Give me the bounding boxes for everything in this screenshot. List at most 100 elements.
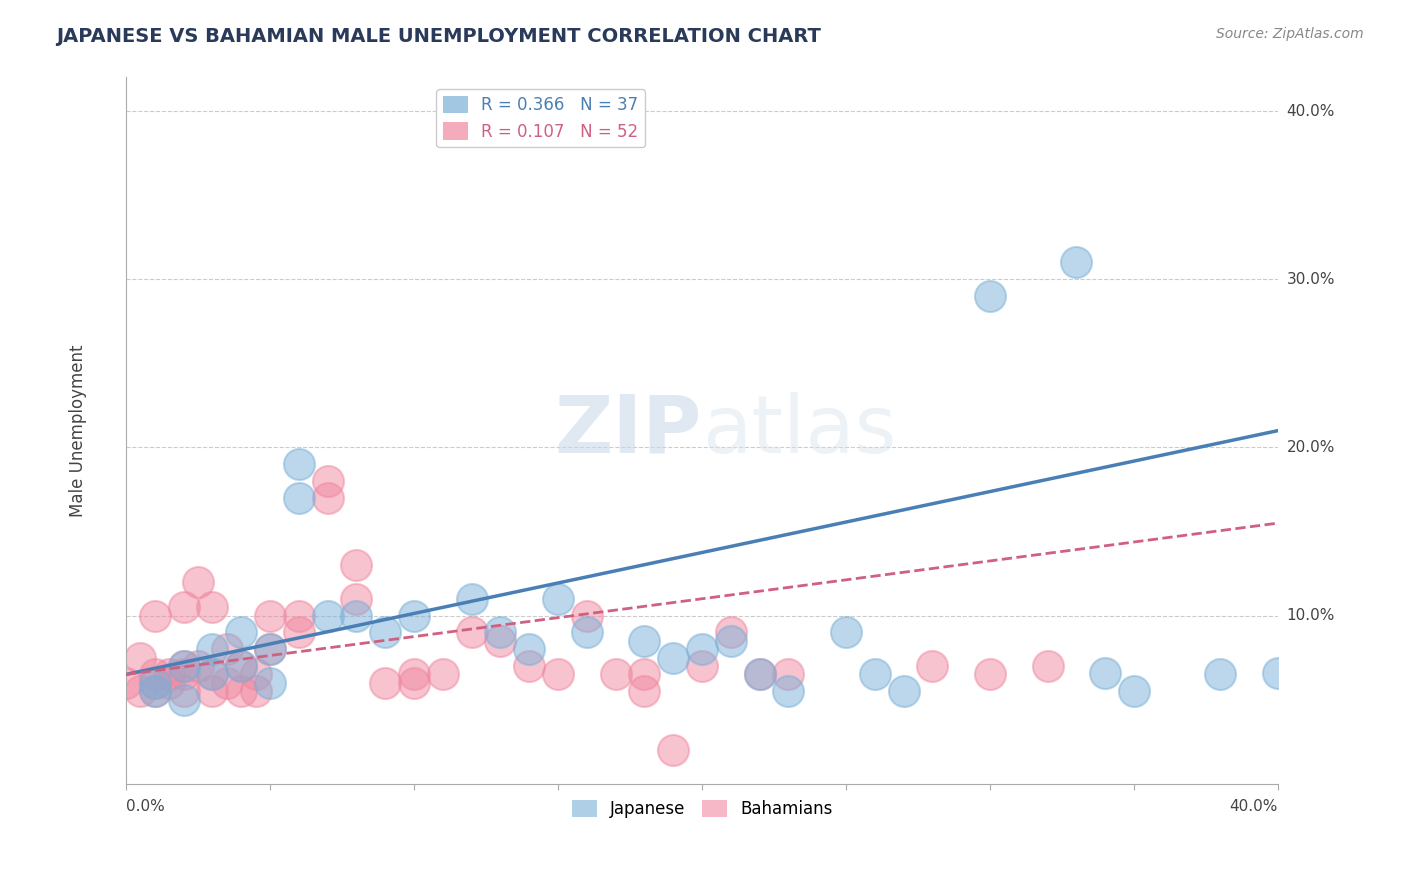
Point xyxy=(231,659,253,673)
Point xyxy=(316,491,339,505)
Point xyxy=(720,633,742,648)
Point xyxy=(187,574,209,589)
Point xyxy=(129,650,152,665)
Point xyxy=(346,608,368,623)
Point xyxy=(605,667,627,681)
Text: Male Unemployment: Male Unemployment xyxy=(69,344,87,516)
Text: 10.0%: 10.0% xyxy=(1286,608,1336,624)
Point xyxy=(633,633,655,648)
Point xyxy=(115,676,138,690)
Point xyxy=(517,659,540,673)
Point xyxy=(288,625,311,640)
Text: atlas: atlas xyxy=(702,392,897,469)
Point xyxy=(575,625,598,640)
Point xyxy=(374,676,396,690)
Point xyxy=(259,608,281,623)
Text: 0.0%: 0.0% xyxy=(127,799,165,814)
Point xyxy=(215,676,238,690)
Point xyxy=(690,659,713,673)
Point xyxy=(201,642,224,657)
Point xyxy=(460,591,482,606)
Point xyxy=(489,625,512,640)
Point xyxy=(633,667,655,681)
Point xyxy=(1123,684,1146,698)
Point xyxy=(259,676,281,690)
Point xyxy=(748,667,770,681)
Point xyxy=(662,650,685,665)
Point xyxy=(215,642,238,657)
Point xyxy=(288,491,311,505)
Point xyxy=(1094,665,1116,680)
Point xyxy=(979,289,1001,303)
Point xyxy=(863,667,886,681)
Point xyxy=(143,676,166,690)
Point xyxy=(143,667,166,681)
Point xyxy=(316,608,339,623)
Point xyxy=(173,600,195,615)
Point xyxy=(259,642,281,657)
Point xyxy=(143,676,166,690)
Point xyxy=(835,625,858,640)
Point xyxy=(201,684,224,698)
Point xyxy=(690,642,713,657)
Point xyxy=(157,676,180,690)
Point xyxy=(662,743,685,757)
Point xyxy=(259,642,281,657)
Point xyxy=(432,667,454,681)
Point xyxy=(1036,659,1059,673)
Point xyxy=(201,667,224,681)
Point xyxy=(1209,667,1232,681)
Point xyxy=(979,667,1001,681)
Point xyxy=(346,591,368,606)
Point xyxy=(1296,667,1319,681)
Point xyxy=(921,659,943,673)
Point xyxy=(489,633,512,648)
Point xyxy=(316,474,339,488)
Point xyxy=(778,667,800,681)
Point xyxy=(1066,255,1088,269)
Text: JAPANESE VS BAHAMIAN MALE UNEMPLOYMENT CORRELATION CHART: JAPANESE VS BAHAMIAN MALE UNEMPLOYMENT C… xyxy=(56,27,821,45)
Point xyxy=(245,684,267,698)
Point xyxy=(374,625,396,640)
Legend: Japanese, Bahamians: Japanese, Bahamians xyxy=(565,793,839,825)
Point xyxy=(231,625,253,640)
Point xyxy=(1267,665,1289,680)
Point xyxy=(633,684,655,698)
Point xyxy=(288,608,311,623)
Point xyxy=(143,684,166,698)
Point xyxy=(893,684,915,698)
Point xyxy=(231,659,253,673)
Point xyxy=(143,684,166,698)
Point xyxy=(173,667,195,681)
Point xyxy=(231,684,253,698)
Point xyxy=(201,667,224,681)
Point xyxy=(778,684,800,698)
Point xyxy=(575,608,598,623)
Point xyxy=(547,667,569,681)
Point xyxy=(173,659,195,673)
Point xyxy=(547,591,569,606)
Text: Source: ZipAtlas.com: Source: ZipAtlas.com xyxy=(1216,27,1364,41)
Point xyxy=(460,625,482,640)
Point xyxy=(517,642,540,657)
Point xyxy=(173,659,195,673)
Point xyxy=(288,457,311,471)
Point xyxy=(346,558,368,573)
Point xyxy=(402,676,425,690)
Point xyxy=(720,625,742,640)
Point xyxy=(402,667,425,681)
Point xyxy=(173,692,195,706)
Point xyxy=(402,608,425,623)
Text: 30.0%: 30.0% xyxy=(1286,272,1336,286)
Point xyxy=(201,600,224,615)
Point xyxy=(143,608,166,623)
Point xyxy=(157,667,180,681)
Point xyxy=(173,684,195,698)
Text: 20.0%: 20.0% xyxy=(1286,440,1336,455)
Text: 40.0%: 40.0% xyxy=(1286,103,1336,119)
Point xyxy=(129,684,152,698)
Point xyxy=(187,659,209,673)
Text: ZIP: ZIP xyxy=(555,392,702,469)
Point xyxy=(245,667,267,681)
Point xyxy=(748,667,770,681)
